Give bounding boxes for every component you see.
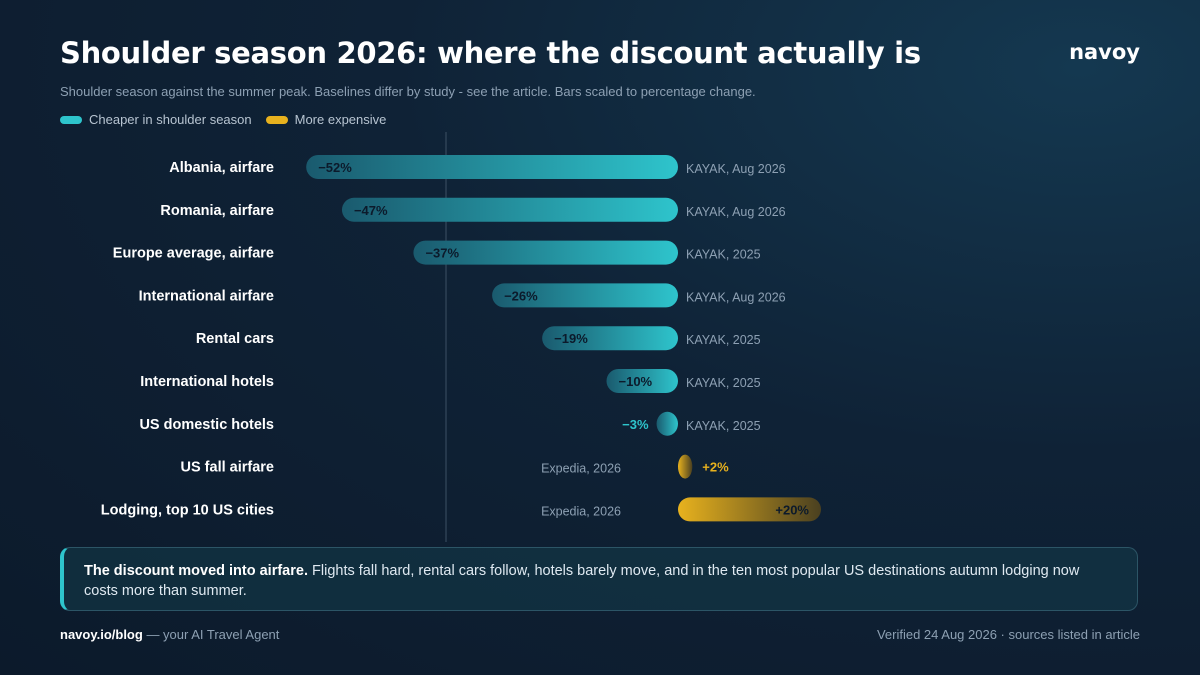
- source-label: Expedia, 2026: [541, 462, 621, 476]
- value-label: −37%: [425, 246, 459, 261]
- legend-item-expensive: More expensive: [265, 112, 387, 127]
- source-label: KAYAK, 2025: [686, 419, 761, 433]
- bar: [656, 411, 678, 436]
- source-label: KAYAK, Aug 2026: [686, 205, 786, 219]
- source-label: Expedia, 2026: [541, 504, 621, 518]
- bar: [678, 454, 693, 479]
- category-label: Albania, airfare: [169, 160, 274, 176]
- footer-verified: Verified 24 Aug 2026 · sources listed in…: [876, 627, 1140, 642]
- legend-swatch-expensive: [265, 115, 288, 124]
- bar: [606, 369, 678, 393]
- category-label: Rental cars: [196, 331, 274, 347]
- value-label: +2%: [702, 460, 729, 475]
- bar: [492, 283, 678, 308]
- source-label: KAYAK, Aug 2026: [686, 162, 786, 176]
- brand-logo: navoy: [1069, 40, 1140, 64]
- legend: Cheaper in shoulder season More expensiv…: [60, 112, 386, 127]
- callout-text: Flights fall hard, rental cars follow, h…: [84, 563, 1080, 599]
- value-label: −47%: [354, 203, 388, 218]
- category-label: Romania, airfare: [160, 203, 274, 219]
- source-label: KAYAK, 2025: [686, 248, 761, 262]
- source-label: KAYAK, 2025: [686, 376, 761, 390]
- bar: [678, 497, 821, 522]
- footer-tagline: — your AI Travel Agent: [142, 627, 280, 642]
- legend-label-cheaper: Cheaper in shoulder season: [89, 112, 252, 127]
- legend-label-expensive: More expensive: [294, 112, 387, 127]
- category-label: International hotels: [140, 374, 274, 390]
- callout-headline: The discount moved into airfare.: [84, 563, 308, 579]
- value-label: +20%: [775, 502, 809, 517]
- value-label: −52%: [318, 160, 352, 175]
- category-label: Europe average, airfare: [113, 246, 274, 262]
- chart-title: Shoulder season 2026: where the discount…: [60, 36, 921, 70]
- legend-swatch-cheaper: [60, 115, 82, 124]
- bar: [341, 197, 678, 222]
- bar: [542, 326, 678, 351]
- legend-item-cheaper: Cheaper in shoulder season: [60, 112, 252, 127]
- value-label: −10%: [619, 374, 653, 389]
- footer-site-link[interactable]: navoy.io/blog: [60, 627, 143, 642]
- chart-subtitle: Shoulder season against the summer peak.…: [60, 84, 756, 99]
- category-label: US fall airfare: [181, 460, 275, 476]
- value-label: −26%: [504, 288, 538, 303]
- footer-site: navoy.io/blog — your AI Travel Agent: [60, 627, 279, 642]
- bar: [413, 240, 678, 265]
- bar: [306, 155, 678, 179]
- callout-box: The discount moved into airfare. Flights…: [60, 547, 1138, 611]
- source-label: KAYAK, Aug 2026: [686, 290, 786, 304]
- category-label: International airfare: [139, 288, 274, 304]
- value-label: −19%: [554, 331, 588, 346]
- category-label: Lodging, top 10 US cities: [101, 502, 274, 518]
- category-label: US domestic hotels: [139, 417, 274, 433]
- value-label: −3%: [622, 417, 649, 432]
- source-label: KAYAK, 2025: [686, 333, 761, 347]
